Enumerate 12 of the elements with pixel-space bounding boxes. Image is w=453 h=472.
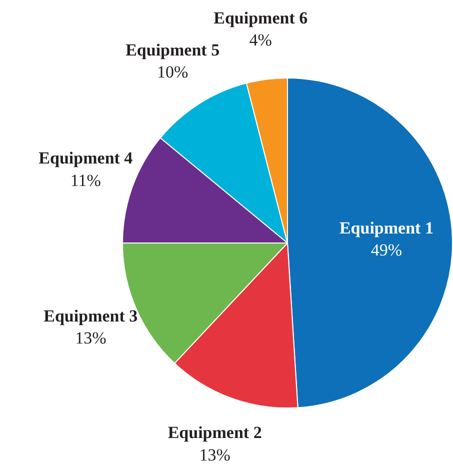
slice-label: Equipment 2 <box>168 423 262 442</box>
slice-label: Equipment 5 <box>126 40 220 60</box>
slice-label: Equipment 4 <box>38 148 134 168</box>
slice-label: Equipment 1 <box>339 218 434 238</box>
data-label: 13% <box>75 328 106 348</box>
data-label: 10% <box>156 62 188 82</box>
data-label: 49% <box>370 240 402 260</box>
data-label: 13% <box>199 445 230 464</box>
data-label: 4% <box>249 30 272 50</box>
data-label: 11% <box>70 170 101 190</box>
slice-label: Equipment 6 <box>214 8 308 28</box>
slice-label: Equipment 3 <box>44 306 138 326</box>
